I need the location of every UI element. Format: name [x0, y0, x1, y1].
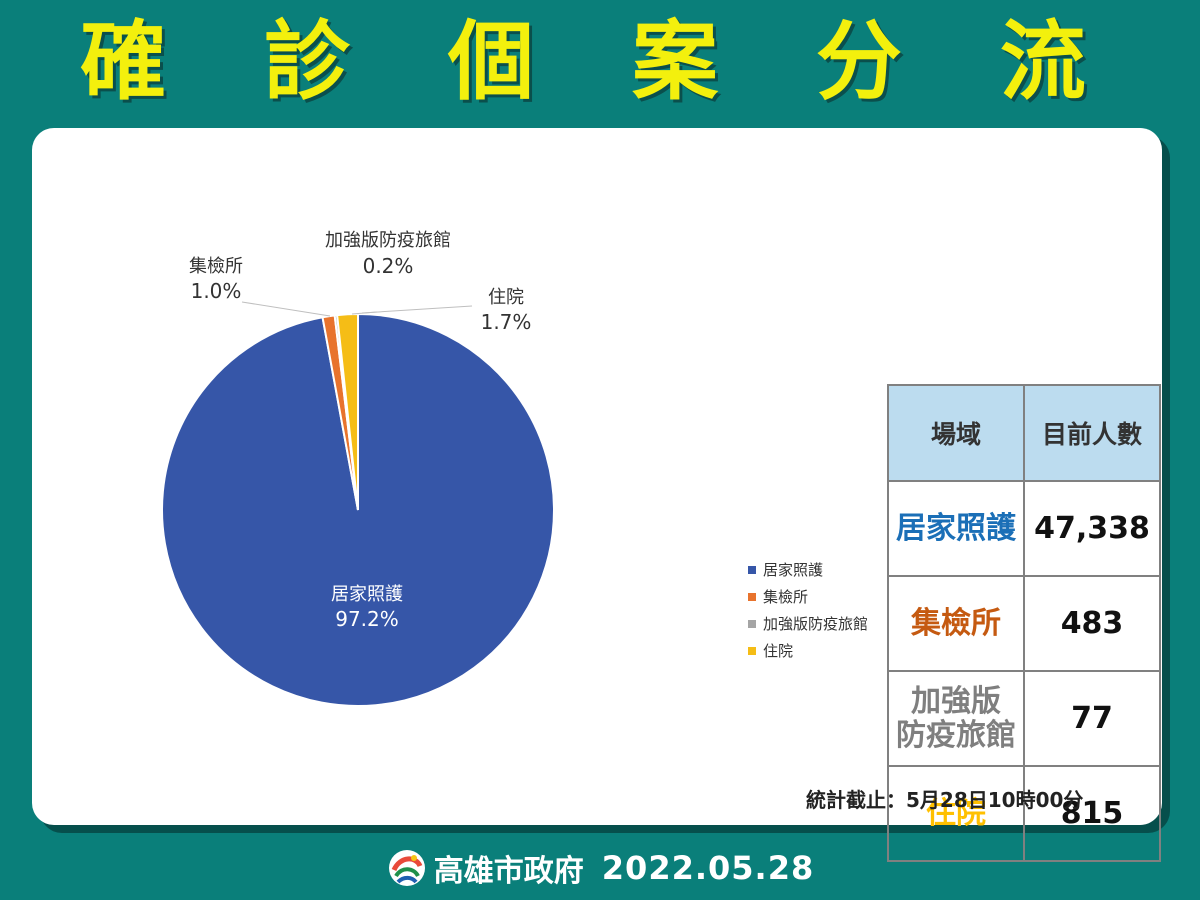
table-row: 加強版 防疫旅館 77: [887, 670, 1161, 767]
pie-label-category-1: 集檢所: [189, 256, 243, 277]
legend-label: 加強版防疫旅館: [763, 615, 869, 633]
table-cell-place: 加強版 防疫旅館: [887, 670, 1025, 767]
pie-label-value-0: 97.2%: [335, 607, 399, 631]
stats-table: 場域 目前人數 居家照護 47,338 集檢所 483 加強版 防疫旅館 77 住院 815: [887, 384, 1161, 862]
pie-leader-line-1: [241, 301, 331, 317]
footer-date: 2022.05.28: [601, 849, 815, 887]
table-cell-place: 居家照護: [887, 480, 1025, 577]
table-row: 居家照護 47,338: [887, 480, 1161, 577]
kaohsiung-logo-icon: [388, 850, 425, 886]
table-cell-count: 815: [1023, 765, 1161, 862]
legend-label: 住院: [763, 642, 794, 660]
legend-item: 加強版防疫旅館: [748, 610, 868, 637]
pie-label-value-2: 0.2%: [363, 254, 414, 278]
pie-label-category-3: 住院: [488, 287, 524, 308]
table-cell-count: 483: [1023, 575, 1161, 672]
legend-swatch: [748, 565, 756, 574]
legend-swatch: [748, 619, 756, 628]
table-header-row: 場域 目前人數: [887, 384, 1161, 482]
statistics-cutoff-note: 統計截止：5月28日10時00分: [806, 788, 1084, 812]
pie-label-category-2: 加強版防疫旅館: [325, 230, 451, 251]
table-row: 集檢所 483: [887, 575, 1161, 672]
page-title: 確 診 個 案 分 流: [80, 12, 1120, 112]
legend-label: 居家照護: [763, 561, 824, 579]
legend-item: 住院: [748, 637, 868, 664]
table-header-count: 目前人數: [1023, 384, 1161, 482]
table-row: 住院 815: [887, 765, 1161, 862]
pie-label-category-0: 居家照護: [331, 584, 403, 605]
footer-organization: 高雄市政府: [433, 854, 584, 889]
pie-label-value-1: 1.0%: [191, 279, 242, 303]
legend-label: 集檢所: [763, 588, 809, 606]
legend-swatch: [748, 592, 756, 601]
chart-card: 居家照護 97.2% 集檢所 1.0% 加強版防疫旅館 0.2% 住院 1.7% 居家照護 集檢…: [32, 128, 1162, 862]
footer: 高雄市政府 2022.05.28: [0, 838, 1200, 898]
pie-label-value-3: 1.7%: [481, 310, 532, 334]
table-cell-place: 集檢所: [887, 575, 1025, 672]
legend-item: 居家照護: [748, 556, 868, 583]
table-header-place: 場域: [887, 384, 1025, 482]
chart-legend: 居家照護集檢所加強版防疫旅館 住院: [748, 556, 868, 664]
pie-leader-line-3: [361, 305, 473, 314]
table-cell-count: 77: [1023, 670, 1161, 767]
legend-swatch: [748, 646, 756, 655]
legend-item: 集檢所: [748, 583, 868, 610]
table-cell-place: 住院: [887, 765, 1025, 862]
table-cell-count: 47,338: [1023, 480, 1161, 577]
